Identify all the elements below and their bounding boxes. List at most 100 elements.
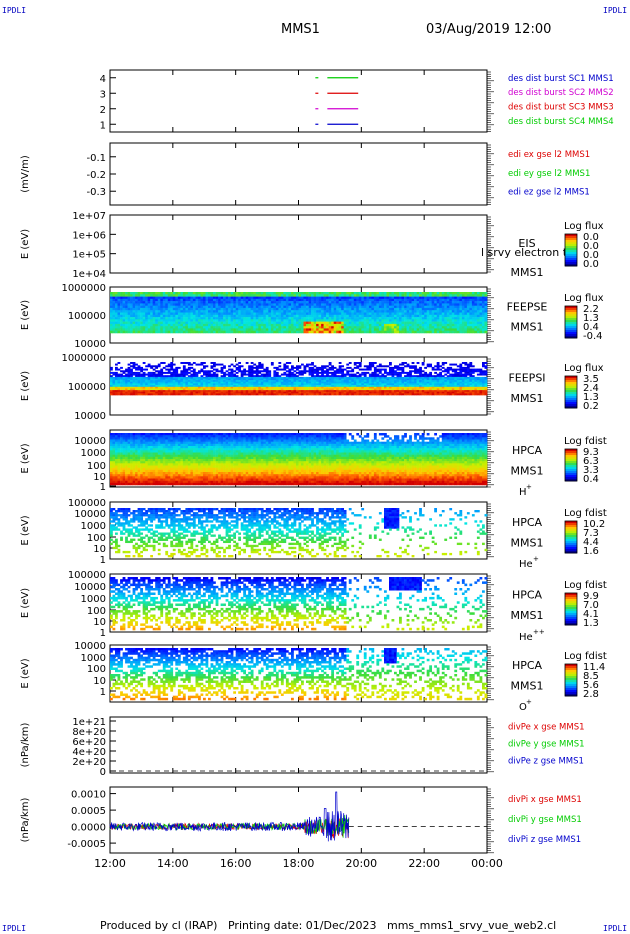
spectrogram-cell — [177, 323, 181, 327]
spectrogram-cell — [157, 373, 161, 376]
spectrogram-cell — [306, 378, 309, 381]
spectrogram-cell — [424, 298, 428, 302]
spectrogram-cell — [311, 378, 314, 381]
spectrogram-cell — [208, 385, 211, 388]
spectrogram-cell — [200, 380, 204, 383]
spectrogram-cell — [376, 314, 380, 318]
spectrogram-cell — [454, 319, 458, 322]
spectrogram-cell — [160, 386, 164, 389]
spectrogram-cell — [371, 363, 375, 366]
spectrogram-cell — [245, 321, 249, 325]
spectrogram-cell — [351, 319, 355, 322]
spectrogram-cell — [431, 301, 435, 304]
spectrogram-cell — [187, 321, 191, 325]
spectrogram-cell — [127, 310, 131, 313]
colorbar-swatch — [565, 310, 577, 313]
spectrogram-cell — [110, 319, 113, 322]
spectrogram-cell — [333, 383, 337, 386]
spectrogram-cell — [185, 373, 189, 376]
spectrogram-cell — [338, 310, 342, 313]
spectrogram-cell — [321, 391, 324, 394]
spectrogram-cell — [205, 296, 209, 300]
spectrogram-cell — [414, 307, 417, 311]
spectrogram-cell — [177, 314, 181, 318]
spectrogram-cell — [414, 375, 417, 378]
spectrogram-cell — [243, 393, 247, 396]
spectrogram-cell — [386, 390, 390, 393]
spectrogram-cell — [441, 326, 445, 329]
spectrogram-cell — [336, 371, 340, 374]
spectrogram-cell — [391, 303, 395, 306]
spectrogram-cell — [376, 312, 380, 316]
spectrogram-cell — [208, 292, 211, 295]
spectrogram-cell — [205, 294, 209, 297]
spectrogram-cell — [238, 305, 242, 309]
spectrogram-cell — [461, 314, 465, 318]
spectrogram-cell — [170, 381, 174, 384]
spectrogram-cell — [210, 292, 214, 295]
spectrogram-cell — [298, 317, 302, 320]
spectrogram-cell — [120, 330, 123, 334]
spectrogram-cell — [396, 317, 400, 320]
spectrogram-cell — [456, 303, 460, 306]
spectrogram-cell — [190, 294, 194, 297]
spectrogram-cell — [213, 373, 216, 376]
spectrogram-cell — [404, 375, 407, 378]
spectrogram-cell — [399, 301, 402, 304]
spectrogram-cell — [336, 301, 340, 304]
spectrogram-cell — [140, 373, 144, 376]
spectrogram-cell — [112, 380, 116, 383]
spectrogram-cell — [389, 294, 392, 297]
spectrogram-cell — [285, 310, 289, 313]
spectrogram-cell — [341, 330, 345, 334]
spectrogram-cell — [436, 319, 440, 322]
spectrogram-cell — [180, 370, 184, 373]
spectrogram-cell — [225, 303, 229, 306]
spectrogram-cell — [205, 319, 209, 322]
spectrogram-cell — [343, 314, 347, 318]
spectrogram-cell — [381, 292, 385, 295]
spectrogram-cell — [243, 310, 247, 313]
spectrogram-cell — [358, 386, 362, 389]
spectrogram-cell — [250, 310, 254, 313]
spectrogram-cell — [233, 312, 237, 316]
spectrogram-cell — [280, 383, 284, 386]
spectrogram-cell — [157, 305, 161, 309]
spectrogram-cell — [343, 303, 347, 306]
spectrogram-cell — [233, 310, 237, 313]
spectrogram-cell — [409, 381, 412, 384]
spectrogram-cell — [190, 330, 194, 334]
spectrogram-cell — [366, 378, 370, 381]
spectrogram-cell — [273, 385, 277, 388]
spectrogram-cell — [152, 303, 156, 306]
spectrogram-cell — [323, 376, 327, 379]
spectrogram-cell — [233, 292, 237, 295]
spectrogram-cell — [260, 373, 264, 376]
spectrogram-cell — [376, 294, 380, 297]
spectrogram-cell — [373, 294, 377, 297]
spectrogram-cell — [409, 307, 412, 311]
spectrogram-cell — [474, 310, 478, 313]
spectrogram-cell — [152, 330, 156, 334]
spectrogram-cell — [278, 294, 282, 297]
spectrogram-cell — [371, 373, 375, 376]
spectrogram-cell — [391, 390, 395, 393]
spectrogram-cell — [170, 362, 174, 364]
spectrogram-cell — [245, 330, 249, 334]
spectrogram-cell — [255, 373, 259, 376]
spectrogram-cell — [240, 376, 244, 379]
spectrogram-cell — [298, 319, 302, 322]
spectrogram-cell — [308, 383, 312, 386]
spectrogram-cell — [404, 298, 407, 302]
spectrogram-cell — [265, 294, 269, 297]
spectrogram-cell — [182, 323, 186, 327]
spectrogram-cell — [378, 321, 382, 325]
spectrogram-cell — [142, 385, 146, 388]
spectrogram-cell — [401, 294, 405, 297]
spectrogram-cell — [389, 292, 392, 295]
spectrogram-cell — [283, 371, 287, 374]
spectrogram-cell — [228, 298, 231, 302]
spectrogram-cell — [240, 370, 244, 373]
spectrogram-cell — [195, 363, 199, 366]
spectrogram-cell — [446, 321, 450, 325]
